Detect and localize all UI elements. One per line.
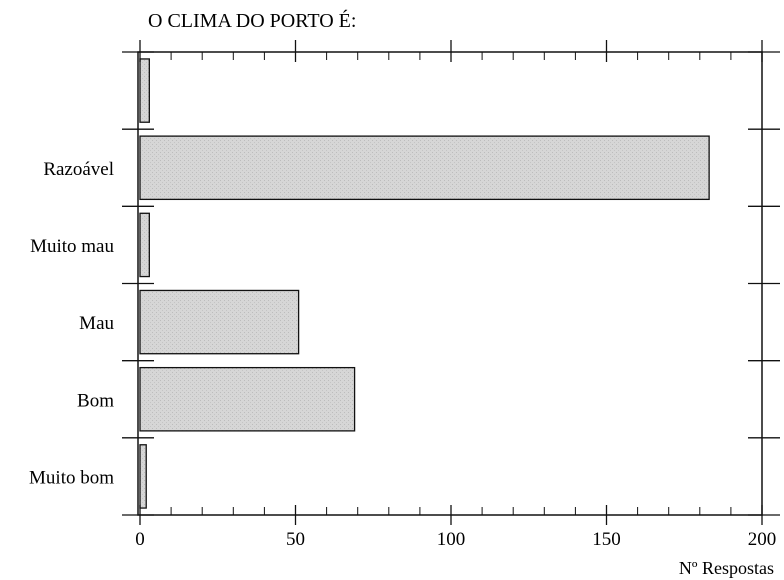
bar — [139, 366, 356, 432]
plot-border — [137, 51, 763, 516]
bars-group — [139, 58, 710, 509]
category-label: Bom — [77, 390, 114, 411]
category-label: Mau — [79, 313, 114, 334]
category-label: Razoável — [43, 159, 114, 180]
x-tick-label: 50 — [286, 529, 305, 550]
ticks-group — [122, 40, 780, 525]
x-axis-title: Nº Respostas — [679, 558, 774, 578]
plot-frame — [137, 51, 763, 516]
x-tick-label: 150 — [592, 529, 621, 550]
bar — [139, 58, 150, 123]
bar — [139, 135, 710, 201]
category-label: Muito mau — [30, 236, 114, 257]
bar — [139, 212, 150, 278]
bar — [139, 444, 147, 509]
chart-title: O CLIMA DO PORTO É: — [148, 9, 356, 32]
x-tick-label: 200 — [748, 529, 777, 550]
x-tick-label: 100 — [437, 529, 466, 550]
x-tick-label: 0 — [135, 529, 145, 550]
category-label: Muito bom — [29, 467, 114, 488]
labels-group: Razoável Muito mau Mau Bom Muito bom 0 50 100 15… — [29, 159, 776, 550]
bar — [139, 289, 300, 355]
